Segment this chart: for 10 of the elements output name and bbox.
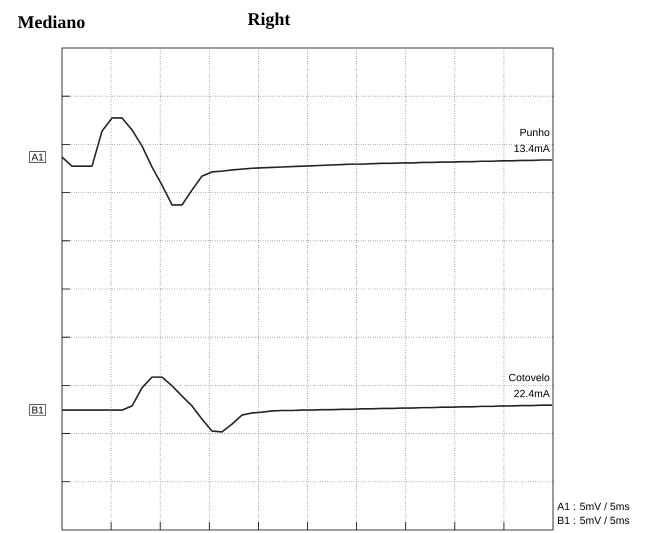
annotation: Punho	[520, 128, 550, 136]
text: B1 : 5mV / 5ms	[558, 516, 630, 524]
chart-title: Mediano	[18, 16, 85, 28]
annotation: 22.4mA	[514, 390, 550, 398]
series-label: B1	[32, 406, 44, 414]
series-label: A1	[32, 154, 44, 161]
chart-subtitle: Right	[248, 12, 290, 29]
annotation: 13.4mA	[514, 144, 550, 152]
annotation: Cotovelo	[509, 374, 550, 382]
text: A1 : 5mV / 5ms	[557, 502, 630, 510]
